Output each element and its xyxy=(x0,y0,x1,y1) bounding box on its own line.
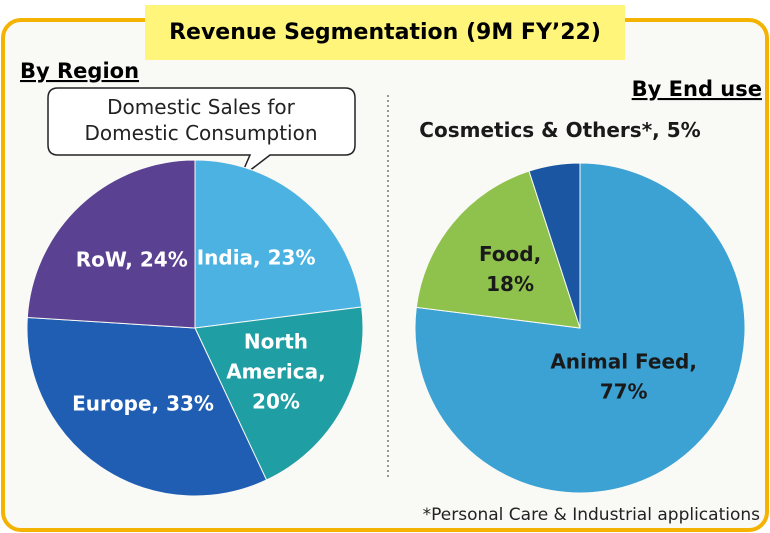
data-label: Food, 18% xyxy=(479,242,541,296)
title-box xyxy=(145,5,625,60)
footnote: *Personal Care & Industrial applications xyxy=(423,505,761,525)
data-label: North America, 20% xyxy=(226,329,326,413)
section-title: By Region xyxy=(20,59,139,83)
callout: Domestic Sales for Domestic Consumption xyxy=(84,95,317,145)
title: Revenue Segmentation (9M FY’22) xyxy=(169,20,601,45)
data-label: Animal Feed, 77% xyxy=(550,349,697,403)
pie-slice xyxy=(194,159,363,329)
data-label: Cosmetics & Others*, 5% xyxy=(419,118,700,142)
pie-slice xyxy=(528,162,581,329)
data-label: India, 23% xyxy=(197,245,316,269)
callout-box xyxy=(47,87,356,181)
pie-slice xyxy=(415,170,581,329)
data-label: Europe, 33% xyxy=(72,391,214,415)
pie-slice xyxy=(26,316,268,497)
data-label: RoW, 24% xyxy=(76,247,188,271)
pie-slice xyxy=(26,159,196,329)
pie-slice xyxy=(414,162,746,494)
pie-slice xyxy=(194,306,364,481)
section-title: By End use xyxy=(632,77,762,101)
